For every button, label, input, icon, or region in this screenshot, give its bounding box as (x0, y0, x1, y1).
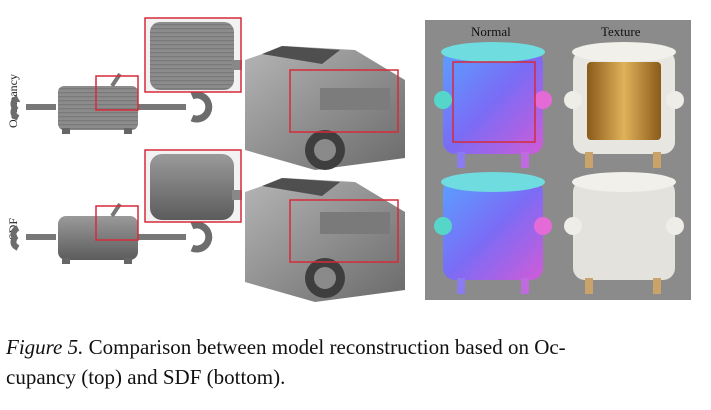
car-sdf (245, 178, 405, 302)
robot-sdf (10, 202, 213, 264)
figure-caption: Figure 5. Comparison between model recon… (6, 332, 706, 392)
caption-text-line2: cupancy (top) and SDF (bottom). (6, 365, 286, 389)
panel-title-texture: Texture (601, 24, 641, 39)
chair-texture-occupancy (564, 42, 684, 168)
chair-renders (434, 42, 684, 294)
figure-5: Occupancy SDF (6, 17, 691, 302)
robot-occupancy (10, 72, 213, 134)
robot-zoom-sdf (144, 149, 242, 223)
car-occupancy (245, 46, 405, 170)
chair-normal-sdf (434, 172, 552, 294)
geometry-renders (10, 17, 405, 302)
chair-texture-sdf (564, 172, 684, 294)
robot-zoom-occupancy (144, 17, 242, 93)
chair-normal-occupancy (434, 42, 552, 168)
chair-panel: Normal Texture (425, 20, 691, 300)
caption-text-line1: Comparison between model reconstruction … (83, 335, 566, 359)
figure-label: Figure 5. (6, 335, 84, 359)
panel-title-normal: Normal (471, 24, 511, 39)
